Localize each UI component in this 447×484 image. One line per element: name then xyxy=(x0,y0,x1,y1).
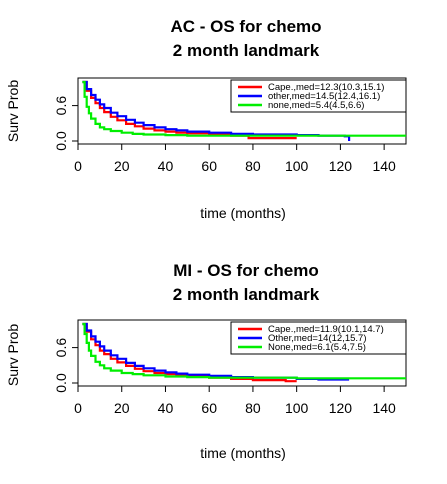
series-line-other xyxy=(82,80,351,141)
x-tick-label: 140 xyxy=(372,158,396,174)
chart-title: AC - OS for chemo xyxy=(170,17,321,36)
x-tick-label: 0 xyxy=(74,158,82,174)
plot-lines xyxy=(82,322,406,383)
x-tick-label: 100 xyxy=(285,158,309,174)
x-tick-label: 100 xyxy=(285,400,309,416)
legend: Cape.,med=12.3(10.3,15.1) other,med=14.5… xyxy=(230,79,407,113)
legend: Cape.,med=11.9(10.1,14.7) Other,med=14(1… xyxy=(230,321,407,355)
legend-entry-other: Other,med=14(12,15.7) xyxy=(268,333,367,344)
x-tick-label: 40 xyxy=(158,158,174,174)
chart-subtitle: 2 month landmark xyxy=(173,285,320,304)
x-tick-label: 60 xyxy=(201,158,217,174)
series-line-none xyxy=(82,80,406,137)
y-tick-label: 0.0 xyxy=(53,131,69,151)
x-tick-label: 120 xyxy=(329,158,353,174)
y-axis: 0.0 0.6 xyxy=(53,96,78,151)
legend-entry-none: none,med=5.4(4.5,6.6) xyxy=(268,100,364,111)
x-tick-label: 40 xyxy=(158,400,174,416)
x-tick-label: 80 xyxy=(245,158,261,174)
legend-entry-none: None,med=6.1(5.4,7.5) xyxy=(268,342,366,353)
legend-entry-cape: Cape.,med=11.9(10.1,14.7) xyxy=(268,324,384,335)
x-tick-label: 140 xyxy=(372,400,396,416)
y-axis-label: Surv Prob xyxy=(5,80,21,142)
plot-lines xyxy=(82,80,406,141)
x-axis: 0 20 40 60 80 100 120 140 xyxy=(74,386,396,416)
chart-title: MI - OS for chemo xyxy=(173,261,318,280)
series-line-none xyxy=(82,322,406,380)
x-tick-label: 20 xyxy=(114,158,130,174)
x-tick-label: 120 xyxy=(329,400,353,416)
x-axis: 0 20 40 60 80 100 120 140 xyxy=(74,144,396,174)
chart-subtitle: 2 month landmark xyxy=(173,41,320,60)
y-tick-label: 0.6 xyxy=(53,338,69,358)
y-tick-label: 0.0 xyxy=(53,373,69,393)
chart-panel-ac: AC - OS for chemo 2 month landmark Surv … xyxy=(5,17,407,221)
x-tick-label: 60 xyxy=(201,400,217,416)
x-axis-label: time (months) xyxy=(200,445,286,461)
x-tick-label: 80 xyxy=(245,400,261,416)
x-tick-label: 20 xyxy=(114,400,130,416)
legend-entry-cape: Cape.,med=12.3(10.3,15.1) xyxy=(268,82,384,93)
x-axis-label: time (months) xyxy=(200,205,286,221)
y-tick-label: 0.6 xyxy=(53,96,69,116)
y-axis: 0.0 0.6 xyxy=(53,338,78,393)
chart-panel-mi: MI - OS for chemo 2 month landmark Surv … xyxy=(5,261,407,461)
x-tick-label: 0 xyxy=(74,400,82,416)
y-axis-label: Surv Prob xyxy=(5,324,21,386)
legend-entry-other: other,med=14.5(12.4,16.1) xyxy=(268,91,380,102)
